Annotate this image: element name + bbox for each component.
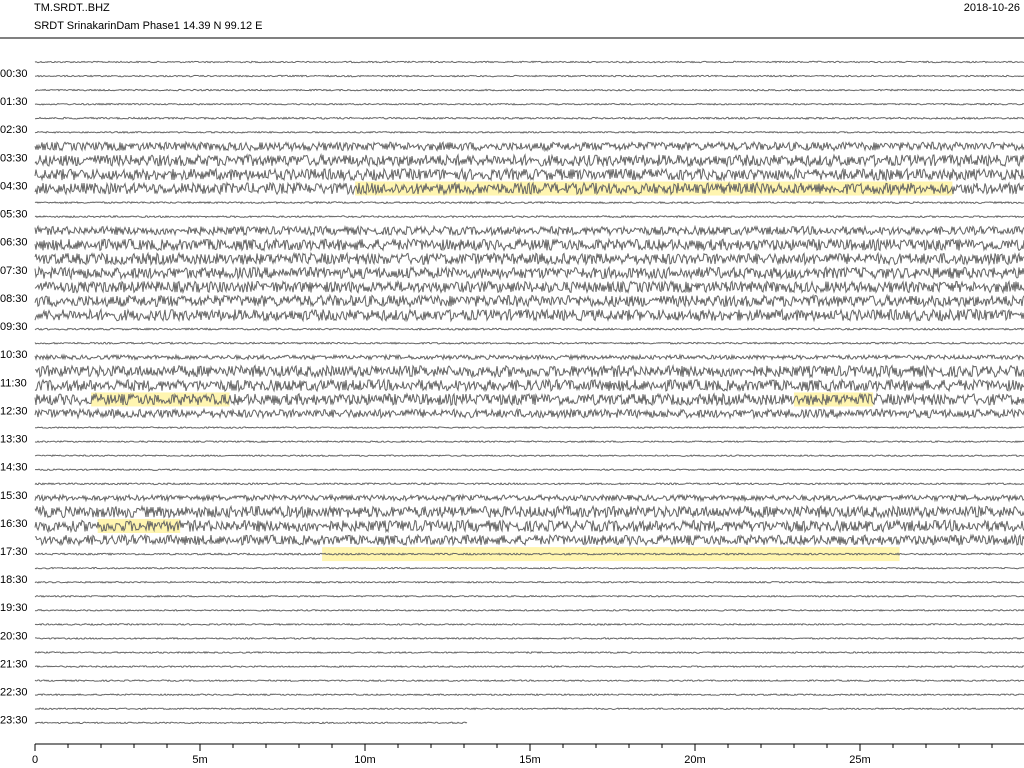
trace: [34, 166, 1024, 182]
trace: [34, 279, 1024, 295]
trace: [34, 265, 1024, 281]
trace: [34, 392, 1024, 407]
trace: [35, 88, 1024, 92]
trace: [34, 377, 1024, 393]
row-label: 01:30: [0, 96, 28, 108]
row-label: 17:30: [0, 546, 28, 558]
row-label: 06:30: [0, 237, 28, 249]
trace: [34, 454, 1024, 458]
trace: [34, 533, 1024, 547]
x-tick-label: 5m: [192, 754, 207, 766]
trace: [34, 440, 1024, 444]
row-label: 08:30: [0, 293, 28, 305]
trace: [34, 594, 1024, 598]
x-tick-label: 15m: [519, 754, 540, 766]
row-label: 07:30: [0, 265, 28, 277]
trace: [34, 504, 1024, 520]
trace: [34, 60, 1024, 64]
row-label: 09:30: [0, 321, 28, 333]
pick-highlight: [355, 181, 953, 196]
row-label: 02:30: [0, 124, 28, 136]
row-label: 00:30: [0, 68, 28, 80]
row-label: 13:30: [0, 434, 28, 446]
trace: [34, 518, 1024, 534]
trace: [34, 482, 1024, 486]
trace: [34, 130, 1024, 134]
trace: [35, 468, 1024, 472]
trace: [34, 608, 1024, 612]
row-label: 23:30: [0, 715, 28, 727]
trace: [34, 679, 1024, 683]
x-tick-label: 10m: [354, 754, 375, 766]
row-label: 21:30: [0, 658, 28, 670]
trace: [34, 566, 1024, 570]
pick-highlight: [97, 518, 181, 533]
trace: [35, 665, 1024, 669]
row-label: 10:30: [0, 349, 28, 361]
trace: [34, 214, 1024, 219]
trace: [34, 707, 1024, 711]
row-label: 14:30: [0, 462, 28, 474]
trace: [34, 426, 1024, 430]
chart-title: TM.SRDT..BHZ: [34, 2, 110, 14]
x-tick-label: 0: [32, 754, 38, 766]
trace: [34, 693, 1024, 697]
trace: [34, 721, 468, 725]
trace: [34, 102, 1024, 106]
trace: [34, 580, 1024, 584]
trace: [34, 364, 1024, 379]
row-label: 11:30: [0, 377, 27, 389]
trace: [34, 341, 1024, 345]
trace: [34, 200, 1024, 205]
date: 2018-10-26: [964, 2, 1020, 14]
trace: [34, 224, 1024, 237]
trace: [34, 153, 1024, 168]
trace: [34, 650, 1024, 655]
trace: [34, 493, 1024, 503]
row-label: 12:30: [0, 405, 28, 417]
trace: [34, 622, 1024, 626]
trace: [34, 74, 1024, 78]
trace: [34, 327, 1024, 331]
trace: [34, 251, 1024, 267]
row-label: 03:30: [0, 152, 28, 164]
row-label: 22:30: [0, 687, 28, 699]
row-label: 20:30: [0, 630, 28, 642]
trace: [34, 293, 1024, 309]
row-label: 16:30: [0, 518, 28, 530]
trace: [34, 116, 1024, 121]
trace: [34, 237, 1024, 252]
trace: [34, 181, 1024, 196]
row-label: 19:30: [0, 602, 28, 614]
x-tick-label: 25m: [849, 754, 870, 766]
row-label: 15:30: [0, 490, 28, 502]
row-label: 04:30: [0, 180, 28, 192]
trace: [34, 407, 1024, 420]
row-label: 18:30: [0, 574, 28, 586]
trace: [34, 552, 1024, 556]
pick-highlight: [794, 392, 874, 407]
trace: [34, 307, 1024, 323]
trace: [35, 636, 1024, 640]
chart-subtitle: SRDT SrinakarinDam Phase1 14.39 N 99.12 …: [34, 20, 262, 32]
row-label: 05:30: [0, 209, 28, 221]
x-tick-label: 20m: [684, 754, 705, 766]
trace: [34, 140, 1024, 153]
trace: [34, 353, 1024, 362]
